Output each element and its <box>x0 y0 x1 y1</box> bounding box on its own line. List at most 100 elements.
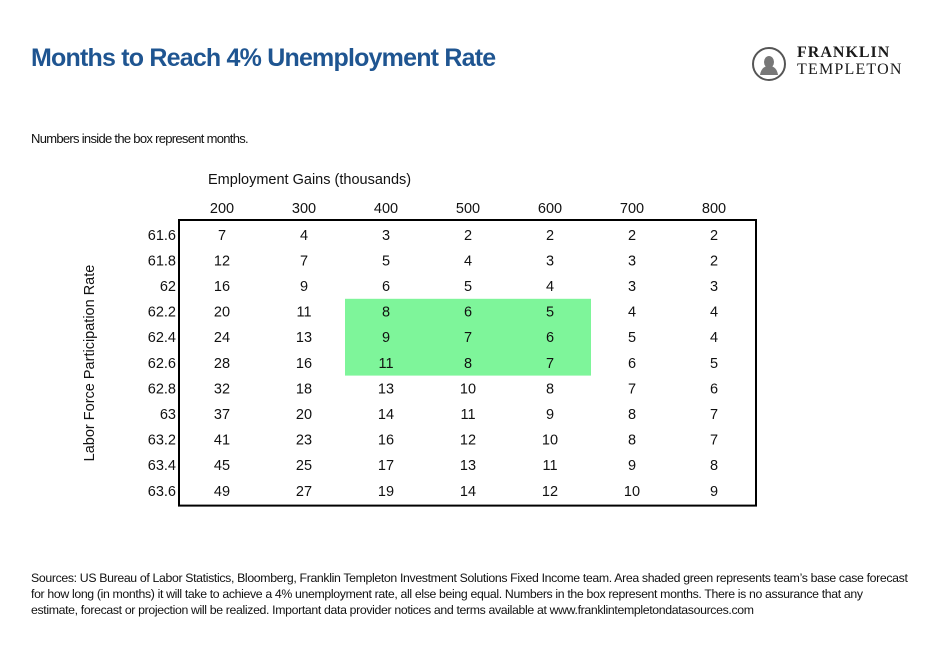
row-label: 63.2 <box>148 433 176 449</box>
logo-line-1: FRANKLIN <box>797 44 891 61</box>
cell-value: 14 <box>460 484 476 500</box>
cell-value: 41 <box>214 433 230 449</box>
cell-value: 24 <box>214 330 230 346</box>
cell-value: 20 <box>214 305 230 321</box>
cell-value: 3 <box>382 228 390 244</box>
cell-value: 45 <box>214 458 230 474</box>
cell-value: 5 <box>628 330 636 346</box>
row-label: 62.8 <box>148 381 176 397</box>
page-title: Months to Reach 4% Unemployment Rate <box>31 44 496 72</box>
cell-value: 23 <box>296 433 312 449</box>
column-header: 700 <box>620 201 644 217</box>
cell-value: 5 <box>382 253 390 269</box>
cell-value: 25 <box>296 458 312 474</box>
column-header: 300 <box>292 201 316 217</box>
cell-value: 19 <box>378 484 394 500</box>
cell-value: 37 <box>214 407 230 423</box>
cell-value: 6 <box>546 330 554 346</box>
cell-value: 10 <box>542 433 558 449</box>
franklin-templeton-logo: FRANKLIN TEMPLETON <box>752 44 922 84</box>
row-label: 63.6 <box>148 484 176 500</box>
cell-value: 12 <box>460 433 476 449</box>
cell-value: 7 <box>628 381 636 397</box>
cell-value: 5 <box>546 305 554 321</box>
column-header: 200 <box>210 201 234 217</box>
cell-value: 11 <box>542 458 557 474</box>
cell-value: 32 <box>214 381 230 397</box>
cell-value: 3 <box>710 279 718 295</box>
cell-value: 6 <box>382 279 390 295</box>
cell-value: 2 <box>628 228 636 244</box>
cell-value: 5 <box>710 356 718 372</box>
cell-value: 9 <box>382 330 390 346</box>
cell-value: 13 <box>460 458 476 474</box>
cell-value: 16 <box>296 356 312 372</box>
footer-sources: Sources: US Bureau of Labor Statistics, … <box>31 571 908 617</box>
cell-value: 8 <box>628 433 636 449</box>
cell-value: 2 <box>710 253 718 269</box>
cell-value: 6 <box>464 305 472 321</box>
cell-value: 12 <box>542 484 558 500</box>
cell-value: 18 <box>296 381 312 397</box>
cell-value: 2 <box>464 228 472 244</box>
cell-value: 5 <box>464 279 472 295</box>
cell-value: 6 <box>628 356 636 372</box>
column-header: 600 <box>538 201 562 217</box>
cell-value: 8 <box>546 381 554 397</box>
row-label: 62.4 <box>148 330 176 346</box>
table-border <box>178 219 757 507</box>
cell-value: 8 <box>382 305 390 321</box>
cell-value: 20 <box>296 407 312 423</box>
cell-value: 4 <box>710 330 718 346</box>
cell-value: 13 <box>378 381 394 397</box>
cell-value: 7 <box>300 253 308 269</box>
cell-value: 7 <box>464 330 472 346</box>
cell-value: 3 <box>628 253 636 269</box>
cell-value: 9 <box>628 458 636 474</box>
cell-value: 27 <box>296 484 312 500</box>
cell-value: 7 <box>710 433 718 449</box>
franklin-portrait-icon <box>752 47 786 81</box>
cell-value: 12 <box>214 253 230 269</box>
column-header: 500 <box>456 201 480 217</box>
cell-value: 4 <box>300 228 308 244</box>
cell-value: 2 <box>710 228 718 244</box>
cell-value: 11 <box>296 305 311 321</box>
cell-value: 3 <box>628 279 636 295</box>
row-label: 62.6 <box>148 356 176 372</box>
cell-value: 13 <box>296 330 312 346</box>
column-header: 800 <box>702 201 726 217</box>
cell-value: 8 <box>464 356 472 372</box>
cell-value: 14 <box>378 407 394 423</box>
cell-value: 10 <box>460 381 476 397</box>
cell-value: 8 <box>628 407 636 423</box>
cell-value: 6 <box>710 381 718 397</box>
cell-value: 4 <box>464 253 472 269</box>
row-label: 61.6 <box>148 228 176 244</box>
row-label: 63 <box>160 407 176 423</box>
column-header: 400 <box>374 201 398 217</box>
cell-value: 9 <box>546 407 554 423</box>
x-axis-title: Employment Gains (thousands) <box>208 172 412 188</box>
cell-value: 10 <box>624 484 640 500</box>
row-label: 63.4 <box>148 458 176 474</box>
row-label: 61.8 <box>148 253 176 269</box>
cell-value: 9 <box>300 279 308 295</box>
cell-value: 11 <box>378 356 393 372</box>
cell-value: 4 <box>546 279 554 295</box>
cell-value: 28 <box>214 356 230 372</box>
cell-value: 7 <box>546 356 554 372</box>
row-label: 62.2 <box>148 305 176 321</box>
logo-line-2: TEMPLETON <box>797 61 903 78</box>
cell-value: 4 <box>710 305 718 321</box>
cell-value: 16 <box>378 433 394 449</box>
cell-value: 2 <box>546 228 554 244</box>
cell-value: 7 <box>710 407 718 423</box>
cell-value: 7 <box>218 228 226 244</box>
cell-value: 9 <box>710 484 718 500</box>
cell-value: 8 <box>710 458 718 474</box>
cell-value: 3 <box>546 253 554 269</box>
cell-value: 49 <box>214 484 230 500</box>
highlight-area <box>345 298 591 376</box>
